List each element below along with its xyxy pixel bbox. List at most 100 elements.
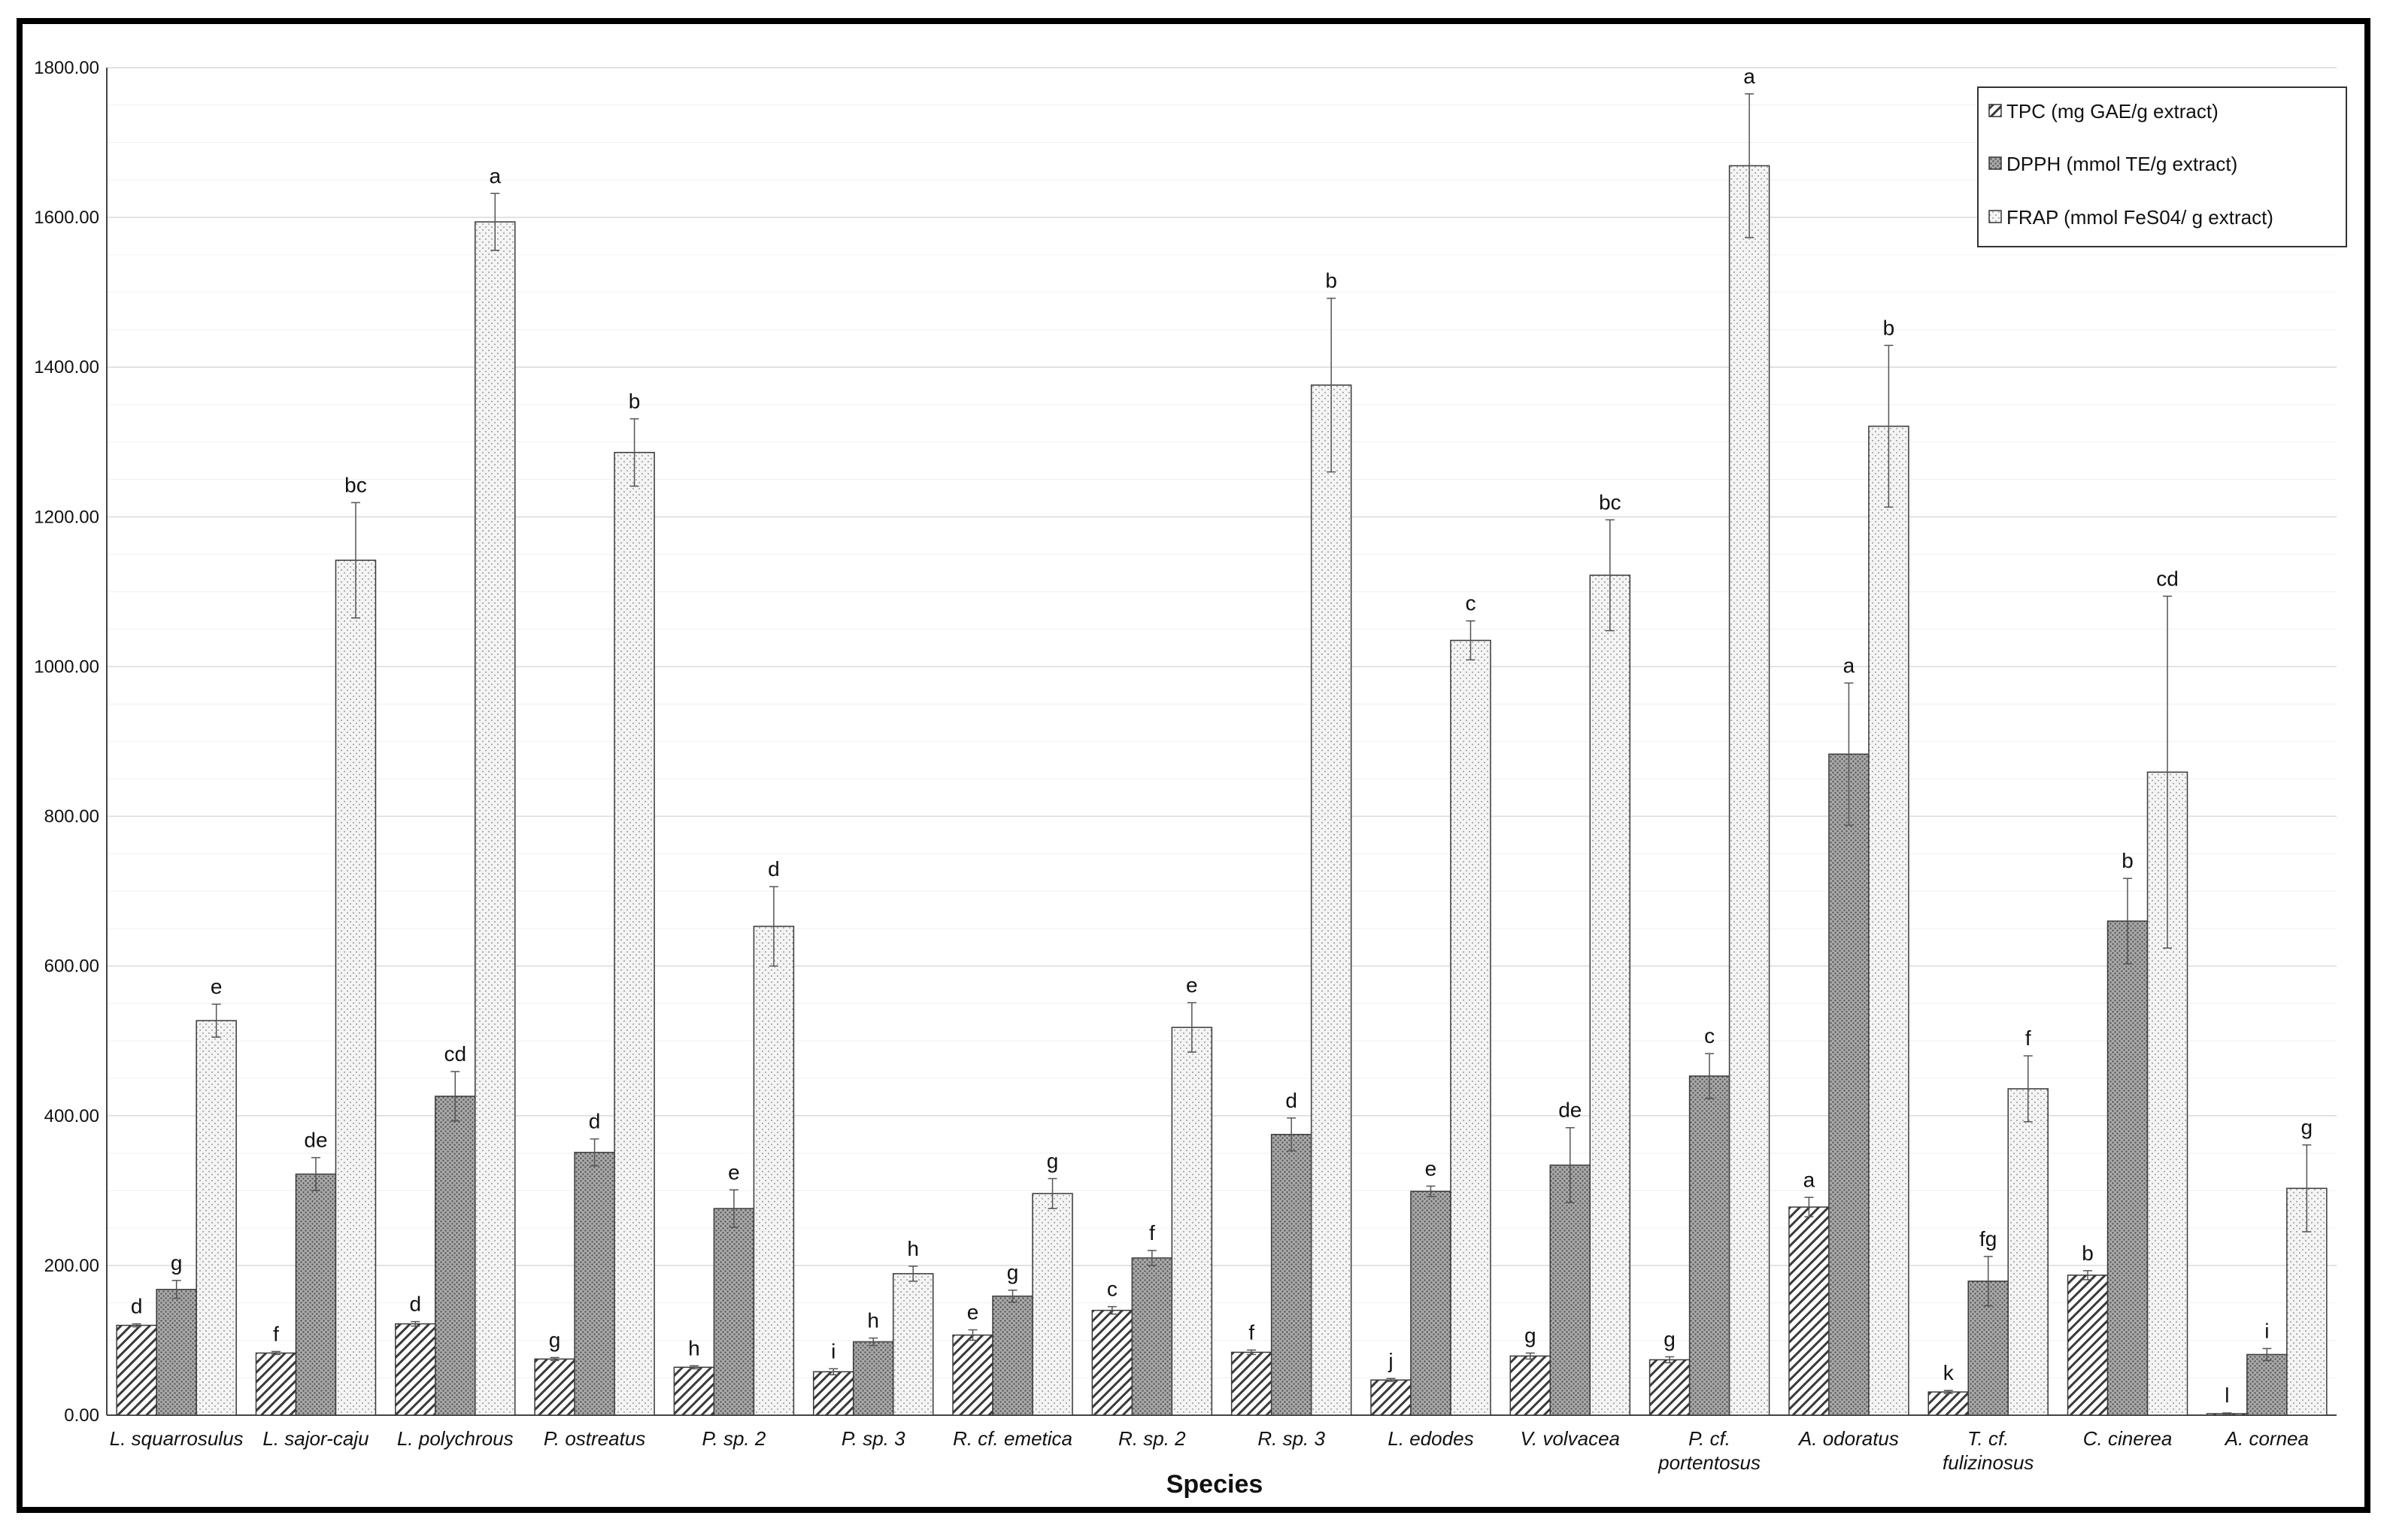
significance-letter: h: [867, 1308, 879, 1332]
bar-tpc: [116, 1324, 157, 1416]
significance-letter: b: [2122, 849, 2134, 872]
bar-tpc: [812, 1371, 854, 1416]
significance-letter: h: [688, 1336, 700, 1360]
bar-dpph: [295, 1173, 337, 1416]
significance-letter: d: [768, 857, 780, 881]
significance-letter: b: [2082, 1241, 2094, 1265]
significance-letter: k: [1943, 1361, 1955, 1384]
bar-dpph: [992, 1295, 1033, 1416]
significance-letter: c: [1704, 1024, 1715, 1047]
chart-frame: [17, 18, 2370, 1513]
legend-label-tpc: TPC (mg GAE/g extract): [2006, 100, 2219, 123]
y-tick-label: 0.00: [64, 1405, 99, 1426]
significance-letter: a: [1743, 65, 1755, 88]
y-tick-label: 200.00: [44, 1256, 99, 1276]
y-tick-label: 1000.00: [34, 656, 99, 677]
category-label: P. ostreatus: [544, 1427, 645, 1450]
category-label: L. squarrosulus: [110, 1427, 244, 1450]
x-axis-title: Species: [1166, 1470, 1263, 1499]
significance-letter: bc: [1599, 490, 1621, 514]
bar-frap: [892, 1273, 934, 1416]
significance-letter: b: [1325, 269, 1337, 293]
y-tick-label: 600.00: [44, 956, 99, 977]
significance-letter: e: [728, 1160, 740, 1184]
significance-letter: f: [273, 1322, 279, 1345]
category-label: V. volvacea: [1521, 1427, 1620, 1450]
category-label: P. cf.: [1688, 1427, 1730, 1450]
bar-tpc: [1648, 1359, 1691, 1416]
category-label: R. cf. emetica: [953, 1427, 1072, 1450]
significance-letter: e: [211, 975, 223, 998]
significance-letter: b: [1883, 316, 1895, 339]
significance-letter: de: [304, 1129, 327, 1152]
category-label: P. sp. 3: [842, 1427, 905, 1450]
significance-letter: f: [1248, 1320, 1254, 1344]
bar-dpph: [2246, 1354, 2288, 1416]
bar-dpph: [1828, 753, 1870, 1416]
legend-swatch-dpph: [1988, 156, 2002, 170]
bar-dpph: [1131, 1257, 1173, 1416]
bar-tpc: [1230, 1351, 1272, 1416]
bar-tpc: [1509, 1355, 1551, 1416]
legend-box: [1977, 86, 2347, 247]
significance-letter: g: [549, 1328, 561, 1351]
significance-letter: i: [2264, 1319, 2269, 1342]
bar-dpph: [1688, 1075, 1730, 1416]
bar-dpph: [1270, 1133, 1312, 1416]
category-label: portentosus: [1658, 1451, 1761, 1474]
significance-letter: e: [1425, 1157, 1437, 1180]
significance-letter: f: [2025, 1026, 2031, 1050]
significance-letter: d: [1285, 1089, 1297, 1112]
bar-frap: [335, 559, 377, 1416]
bar-tpc: [2067, 1275, 2109, 1416]
significance-letter: d: [131, 1295, 143, 1318]
significance-letter: a: [489, 164, 501, 187]
bar-tpc: [255, 1352, 297, 1416]
bar-dpph: [2106, 920, 2149, 1416]
y-tick-label: 1800.00: [34, 58, 99, 78]
significance-letter: g: [1007, 1261, 1019, 1284]
bar-frap: [1171, 1026, 1213, 1416]
legend-swatch-tpc: [1988, 104, 2002, 117]
significance-letter: d: [409, 1293, 421, 1316]
category-label: R. sp. 3: [1257, 1427, 1325, 1450]
bar-tpc: [395, 1323, 436, 1416]
bar-dpph: [1549, 1164, 1591, 1416]
significance-letter: h: [907, 1237, 919, 1260]
significance-letter: cd: [2156, 567, 2179, 590]
y-tick-labels: 0.00 200.00 400.00 600.00 800.00 1000.00 1200.…: [34, 58, 99, 1426]
category-label: C. cinerea: [2083, 1427, 2173, 1450]
y-tick-label: 800.00: [44, 807, 99, 827]
bar-frap: [475, 221, 516, 1416]
bar-dpph: [574, 1151, 615, 1416]
legend: TPC (mg GAE/g extract) DPPH (mmol TE/g e…: [1977, 86, 2347, 247]
significance-letter: fg: [1979, 1227, 1997, 1250]
significance-letter: f: [1149, 1221, 1155, 1244]
category-label: L. edodes: [1388, 1427, 1473, 1450]
significance-letter: g: [1047, 1149, 1059, 1172]
significance-letter: d: [589, 1110, 601, 1133]
significance-letter: bc: [344, 473, 367, 496]
bar-frap: [2007, 1088, 2049, 1416]
category-label: A. odoratus: [1797, 1427, 1899, 1450]
significance-letter: j: [1388, 1349, 1393, 1372]
bar-frap: [753, 926, 795, 1416]
y-tick-label: 1200.00: [34, 507, 99, 527]
bar-tpc: [1788, 1206, 1830, 1416]
bar-dpph: [435, 1096, 476, 1416]
significance-letter: a: [1843, 653, 1855, 677]
bar-frap: [1032, 1193, 1073, 1416]
category-label: A. cornea: [2224, 1427, 2309, 1450]
bar-frap: [1310, 384, 1352, 1416]
y-tick-label: 1600.00: [34, 208, 99, 228]
bar-tpc: [1370, 1379, 1412, 1416]
significance-letter: de: [1558, 1099, 1582, 1122]
bar-dpph: [713, 1208, 755, 1416]
bar-frap: [1589, 574, 1631, 1416]
bar-frap: [614, 451, 655, 1416]
bar-frap: [1728, 165, 1770, 1416]
category-label: P. sp. 2: [702, 1427, 766, 1450]
bar-dpph: [852, 1341, 894, 1416]
significance-letter: g: [171, 1251, 183, 1275]
